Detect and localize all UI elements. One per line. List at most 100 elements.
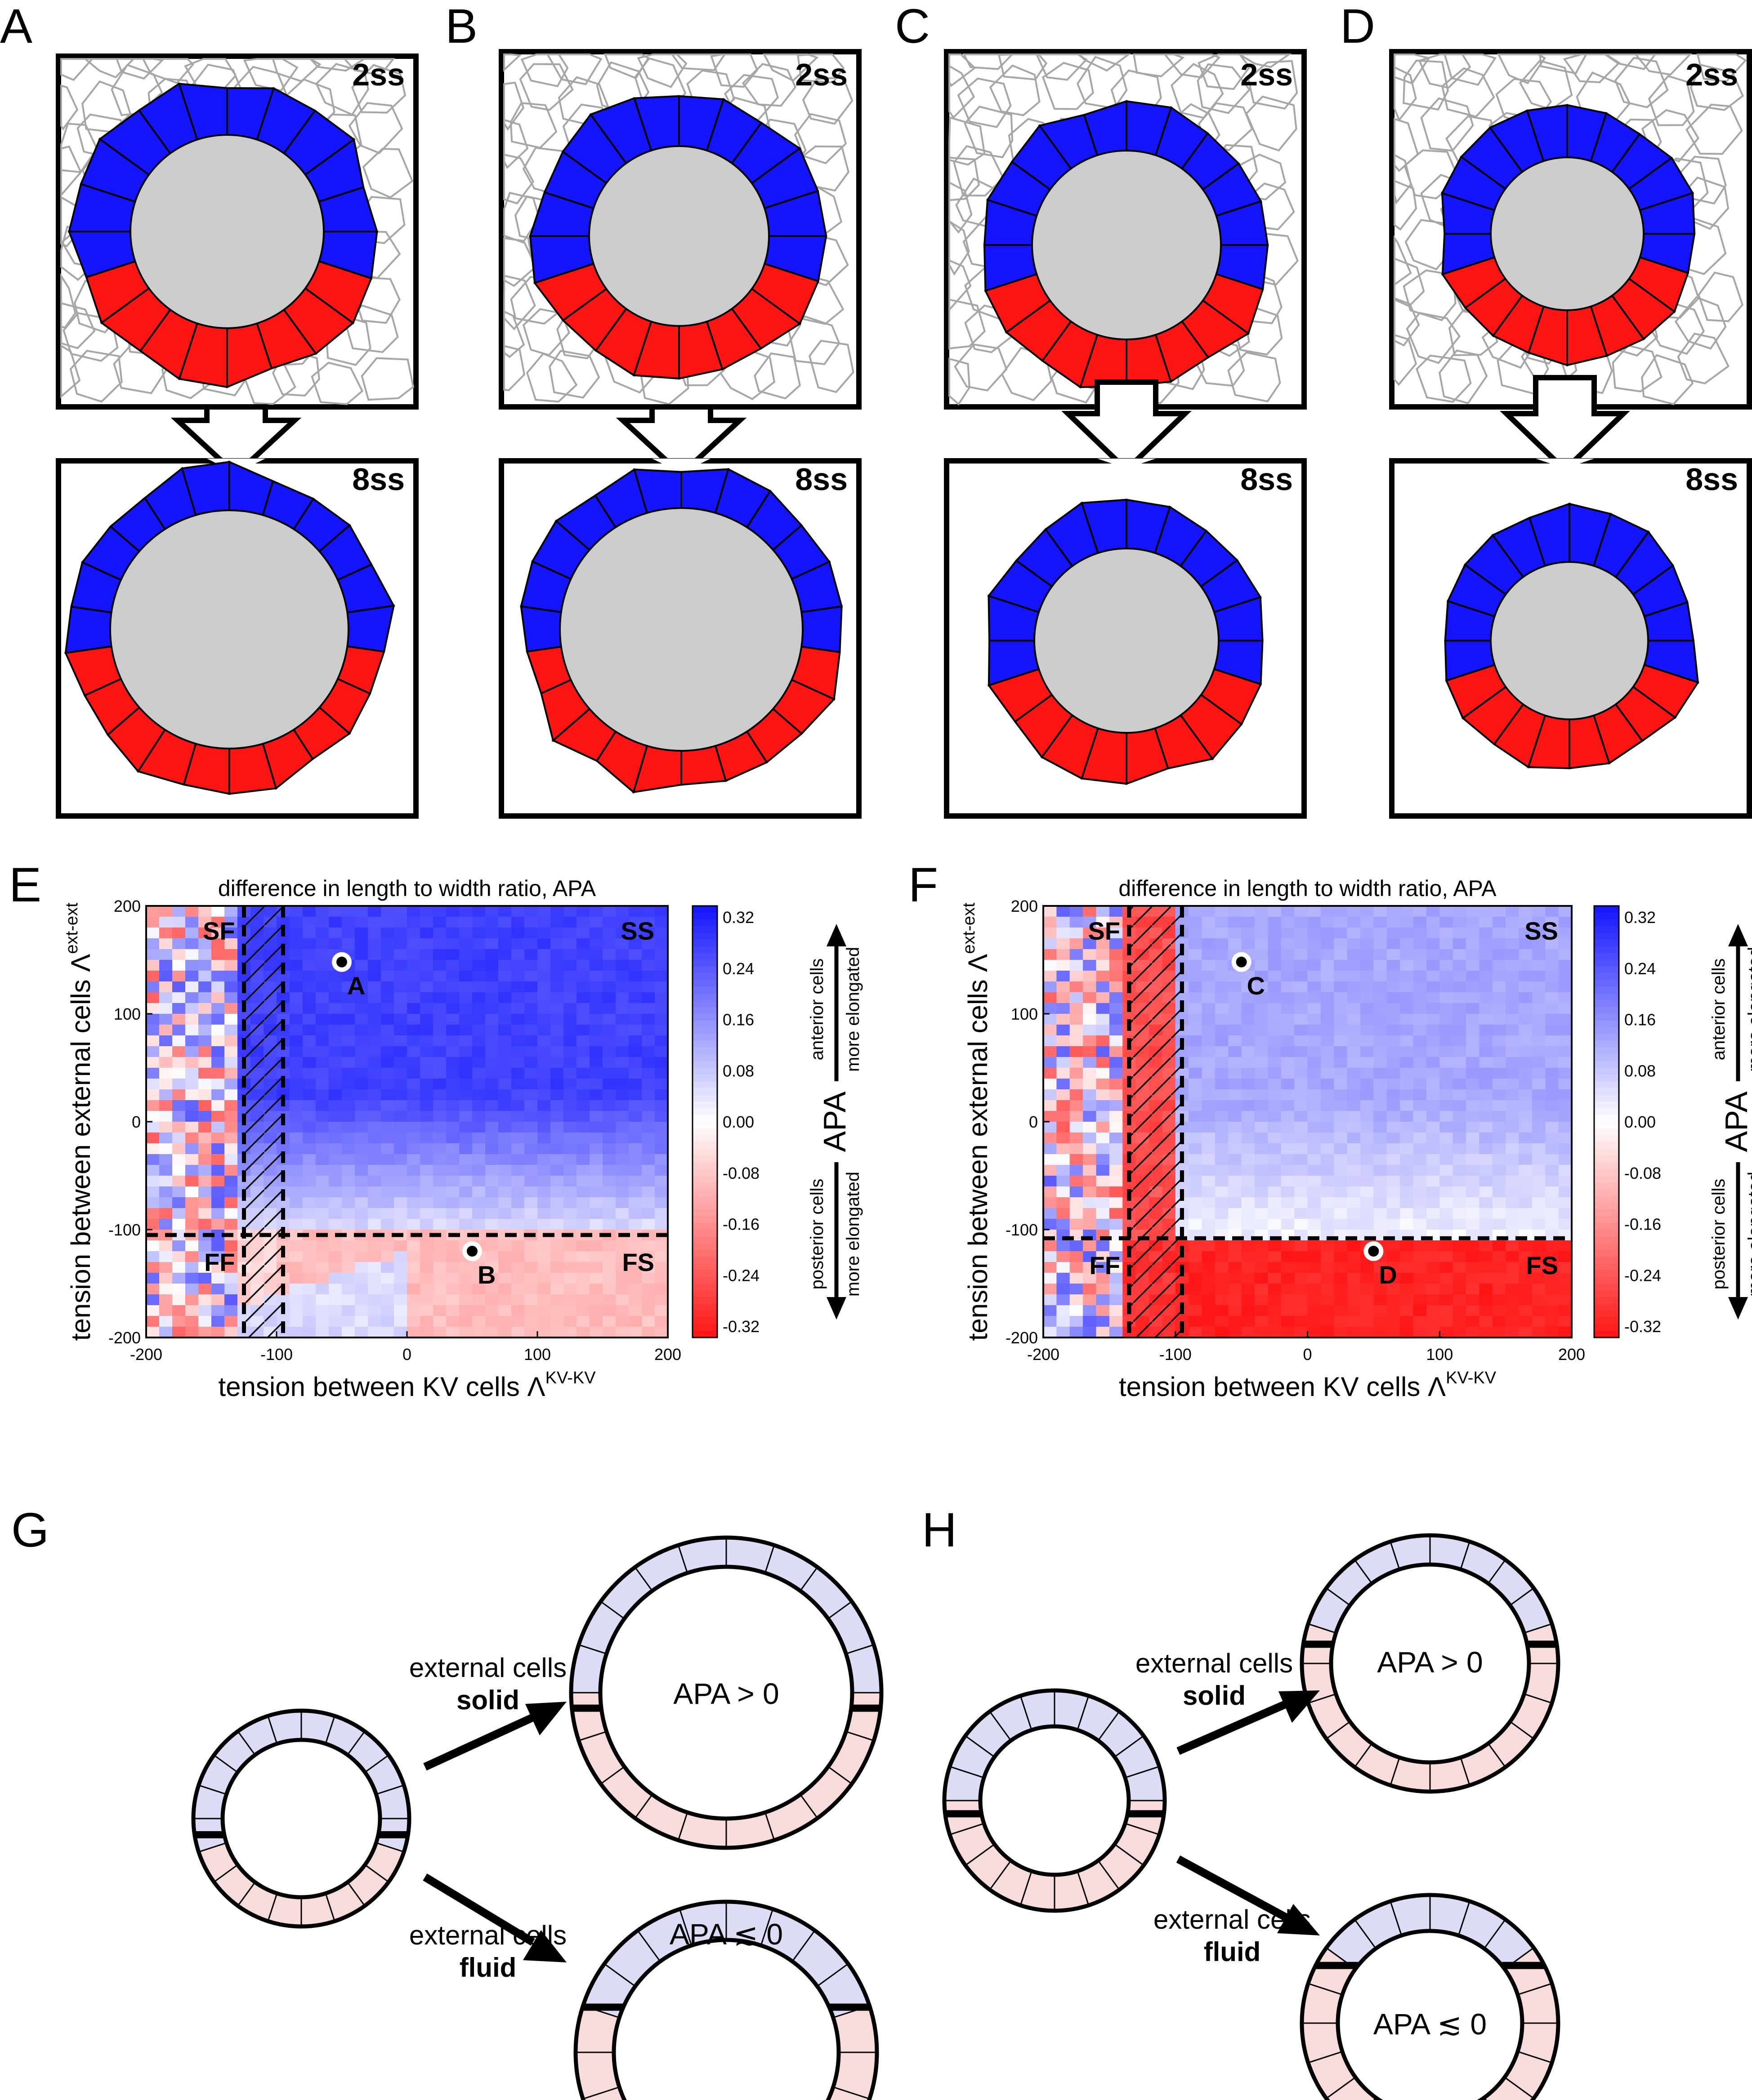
heatmap-cell	[1426, 949, 1440, 960]
heatmap-cell	[1453, 1186, 1466, 1198]
heatmap-cell	[342, 1176, 355, 1187]
panel-letter: G	[11, 1503, 49, 1557]
heatmap-cell	[563, 906, 577, 917]
heatmap-cell	[355, 1154, 368, 1165]
heatmap-cell	[459, 1014, 473, 1025]
stage-label: 2ss	[352, 57, 405, 92]
heatmap-cell	[563, 1100, 577, 1111]
heatmap-cell	[1096, 1014, 1110, 1025]
heatmap-cell	[1492, 1284, 1506, 1295]
heatmap-cell	[172, 1122, 186, 1133]
heatmap-cell	[485, 1284, 499, 1295]
heatmap-cell	[563, 1111, 577, 1122]
heatmap-cell	[1426, 1219, 1440, 1230]
heatmap-cell	[1189, 1327, 1202, 1338]
heatmap-cell	[1439, 981, 1453, 993]
heatmap-cell	[1069, 1089, 1083, 1101]
heatmap-cell	[1506, 1284, 1520, 1295]
heatmap-cell	[407, 1208, 420, 1219]
heatmap-cell	[1506, 1186, 1520, 1198]
heatmap-cell	[303, 1176, 316, 1187]
heatmap-cell	[185, 1046, 199, 1057]
heatmap-cell	[224, 1240, 238, 1252]
heatmap-cell	[316, 1143, 329, 1155]
heatmap-cell	[1479, 1057, 1493, 1068]
heatmap-cell	[329, 971, 342, 982]
heatmap-cell	[1519, 1294, 1533, 1306]
heatmap-cell	[316, 906, 329, 917]
heatmap-cell	[511, 917, 525, 928]
heatmap-cell	[407, 1305, 420, 1316]
colorbar-tick-label: 0.32	[1624, 908, 1656, 927]
heatmap-cell	[577, 1327, 590, 1338]
heatmap-cell	[1189, 927, 1202, 939]
heatmap-cell	[1373, 1284, 1387, 1295]
heatmap-cell	[446, 927, 460, 939]
heatmap-cell	[1453, 1327, 1466, 1338]
solid-label: external cells solid	[1135, 1648, 1293, 1711]
fluid-label-line2: fluid	[1204, 1937, 1261, 1967]
panel-B: B 2ss 8ss	[445, 0, 862, 819]
heatmap-cell	[1294, 938, 1308, 950]
heatmap-cell	[1202, 1111, 1216, 1122]
heatmap-cell	[446, 938, 460, 950]
heatmap-cell	[1439, 1025, 1453, 1036]
heatmap-cell	[1215, 1111, 1229, 1122]
heatmap-cell	[1320, 1154, 1334, 1165]
heatmap-cell	[1373, 1057, 1387, 1068]
heatmap-cell	[1386, 1251, 1400, 1262]
heatmap-cell	[185, 1165, 199, 1176]
heatmap-cell	[550, 1046, 564, 1057]
heatmap-cell	[146, 1122, 160, 1133]
heatmap-cell	[1558, 1208, 1572, 1219]
heatmap-cell	[629, 1273, 642, 1284]
heatmap-cell	[159, 1025, 173, 1036]
heatmap-cell	[629, 1208, 642, 1219]
region-label: FF	[1090, 1251, 1120, 1280]
cell	[546, 54, 603, 85]
heatmap-cell	[1492, 1122, 1506, 1133]
heatmap-cell	[185, 1327, 199, 1338]
heatmap-cell	[1215, 927, 1229, 939]
heatmap-cell	[1255, 1143, 1268, 1155]
heatmap-cell	[563, 981, 577, 993]
heatmap-cell	[1083, 1068, 1097, 1079]
heatmap-cell	[1241, 1079, 1255, 1090]
colorbar-step	[693, 960, 717, 967]
heatmap-cell	[472, 981, 486, 993]
heatmap-cell	[1466, 906, 1479, 917]
heatmap-cell	[550, 960, 564, 971]
heatmap-cell	[1320, 1240, 1334, 1252]
heatmap-cell	[172, 938, 186, 950]
heatmap-cell	[1083, 1079, 1097, 1090]
heatmap-cell	[1532, 1122, 1546, 1133]
heatmap-cell	[485, 992, 499, 1003]
heatmap-cell	[485, 949, 499, 960]
heatmap-cell	[1255, 1089, 1268, 1101]
heatmap-cell	[342, 1132, 355, 1144]
heatmap-cell	[1069, 1273, 1083, 1284]
heatmap-cell	[1083, 1132, 1097, 1144]
heatmap-cell	[1413, 1273, 1427, 1284]
heatmap-cell	[511, 1186, 525, 1198]
heatmap-cell	[642, 1132, 655, 1144]
heatmap-cell	[407, 1143, 420, 1155]
heatmap-cell	[1334, 1305, 1348, 1316]
heatmap-cell	[1386, 1035, 1400, 1047]
heatmap-cell	[1215, 1089, 1229, 1101]
heatmap-cell	[1189, 1046, 1202, 1057]
colorbar-step	[693, 913, 717, 920]
heatmap-cell	[185, 1143, 199, 1155]
heatmap-cell	[1519, 1057, 1533, 1068]
heatmap-cell	[355, 1068, 368, 1079]
heatmap-cell	[1400, 949, 1414, 960]
heatmap-cell	[1083, 1154, 1097, 1165]
heatmap-cell	[224, 1068, 238, 1079]
heatmap-cell	[1215, 906, 1229, 917]
heatmap-cell	[1083, 981, 1097, 993]
heatmap-cell	[1069, 1154, 1083, 1165]
colorbar-step	[693, 1250, 717, 1257]
heatmap-cell	[1386, 1111, 1400, 1122]
heatmap-cell	[381, 1284, 394, 1295]
heatmap-cell	[198, 960, 212, 971]
